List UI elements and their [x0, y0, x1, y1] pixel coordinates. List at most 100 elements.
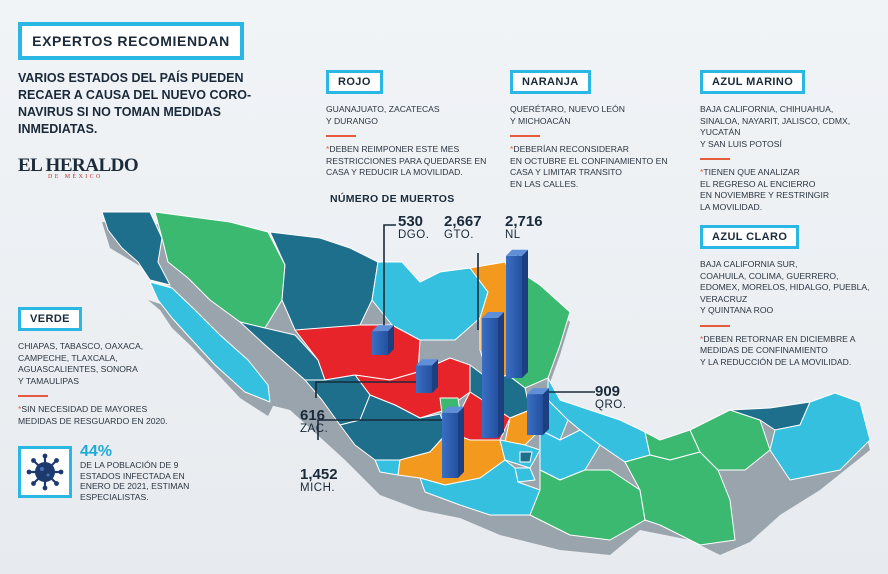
bar-side: [498, 311, 504, 438]
deaths-title: NÚMERO DE MUERTOS: [330, 193, 455, 205]
bar-top: [442, 406, 464, 413]
bar-front: [372, 331, 388, 355]
death-value: 616: [300, 407, 326, 424]
virus-icon-box: [18, 446, 72, 498]
category-verde-note: *SIN NECESIDAD DE MAYORES MEDIDAS DE RES…: [18, 404, 188, 427]
death-label-qro: 909 QRO.: [595, 384, 626, 412]
death-bar-mich: [442, 406, 464, 478]
category-rojo-note-text: DEBEN REIMPONER ESTE MES RESTRICCIONES P…: [326, 144, 487, 177]
bar-top: [416, 359, 438, 366]
stat-text: DE LA POBLACIÓN DE 9 ESTADOS INFECTADA E…: [80, 460, 190, 502]
death-state: MICH.: [300, 482, 336, 494]
death-state: GTO.: [444, 229, 474, 241]
bar-top: [482, 311, 504, 318]
death-state: QRO.: [595, 399, 627, 411]
bar-top: [506, 249, 528, 256]
death-bars: [372, 249, 549, 478]
category-naranja-note: *DEBERÍAN RECONSIDERAR EN OCTUBRE EL CON…: [510, 144, 680, 190]
bar-side: [543, 388, 549, 435]
leader-mich: [317, 419, 446, 440]
category-azul-claro-states: BAJA CALIFORNIA SUR, COAHUILA, COLIMA, G…: [700, 259, 870, 315]
header-title: EXPERTOS RECOMIENDAN: [32, 33, 230, 49]
note-marker: *: [700, 333, 704, 344]
category-azul-claro-divider: [700, 324, 730, 327]
bar-front: [527, 394, 543, 435]
bar-front: [482, 317, 498, 438]
bar-front: [506, 255, 522, 378]
note-marker: *: [326, 144, 330, 154]
logo-sub: DE MÉXICO: [48, 174, 103, 180]
category-azul-marino-note-text: TIENEN QUE ANALIZAR EL REGRESO AL ENCIER…: [700, 167, 830, 212]
death-bar-qro: [527, 388, 549, 435]
death-value: 2,667: [444, 213, 482, 230]
category-rojo-divider: [326, 135, 356, 137]
leader-zac: [315, 381, 428, 398]
leader-lines: [315, 224, 595, 440]
state-cdmx: [519, 451, 533, 463]
note-marker: *: [510, 144, 514, 154]
death-bar-zac: [416, 359, 438, 393]
death-state: NL: [505, 229, 521, 241]
category-azul-claro-label: AZUL CLARO: [700, 225, 800, 249]
state-guerrero: [419, 459, 541, 516]
bar-front: [416, 365, 432, 393]
death-value: 1,452: [300, 466, 338, 483]
category-verde-note-text: SIN NECESIDAD DE MAYORES MEDIDAS DE RESG…: [18, 404, 168, 426]
category-naranja-label: NARANJA: [510, 70, 591, 94]
category-azul-marino-states: BAJA CALIFORNIA, CHIHUAHUA, SINALOA, NAY…: [700, 104, 851, 149]
publisher-logo: EL HERALDO DE MÉXICO: [18, 155, 139, 180]
bar-side: [522, 249, 528, 378]
bar-top: [527, 388, 549, 395]
death-value: 530: [398, 213, 424, 230]
state-chiapas: [624, 451, 736, 546]
category-verde-states: CHIAPAS, TABASCO, OAXACA, CAMPECHE, TLAX…: [18, 341, 144, 386]
category-rojo: ROJO GUANAJUATO, ZACATECAS Y DURANGO *DE…: [326, 70, 491, 179]
virus-icon: [26, 453, 64, 491]
death-label-zac: 616 ZAC.: [300, 408, 328, 436]
death-bar-gto: [482, 311, 504, 438]
state-quintana-roo: [769, 392, 871, 481]
state-baja-california-sur: [149, 281, 271, 403]
category-rojo-label: ROJO: [326, 70, 383, 94]
death-value: 909: [595, 383, 621, 400]
category-verde: VERDE CHIAPAS, TABASCO, OAXACA, CAMPECHE…: [18, 307, 188, 427]
category-naranja: NARANJA QUERÉTARO, NUEVO LEÓN Y MICHOACÁ…: [510, 70, 680, 190]
death-bar-dgo: [372, 325, 394, 355]
death-state: ZAC.: [300, 423, 329, 435]
category-naranja-divider: [510, 135, 540, 137]
bar-top: [372, 325, 394, 332]
death-label-nl: 2,716 NL: [505, 214, 543, 242]
category-azul-marino-divider: [700, 158, 730, 160]
category-verde-divider: [18, 395, 48, 397]
category-azul-claro-note-text: DEBEN RETORNAR EN DICIEMBRE A MEDIDAS DE…: [700, 333, 856, 367]
death-label-dgo: 530 DGO.: [398, 214, 429, 242]
category-rojo-note: *DEBEN REIMPONER ESTE MES RESTRICCIONES …: [326, 144, 491, 179]
death-bar-nl: [506, 249, 528, 378]
logo-main: EL HERALDO: [18, 155, 139, 176]
category-azul-marino-label: AZUL MARINO: [700, 70, 806, 94]
note-marker: *: [18, 404, 22, 414]
death-value: 2,716: [505, 213, 543, 230]
death-label-gto: 2,667 GTO.: [444, 214, 482, 242]
bar-side: [458, 406, 464, 478]
category-verde-label: VERDE: [18, 307, 82, 331]
intro-text: VARIOS ESTADOS DEL PAÍS PUEDEN RECAER A …: [18, 71, 252, 136]
category-azul-marino-note: *TIENEN QUE ANALIZAR EL REGRESO AL ENCIE…: [700, 167, 880, 213]
leader-dgo: [383, 224, 396, 343]
death-state: DGO.: [398, 229, 430, 241]
category-naranja-states: QUERÉTARO, NUEVO LEÓN Y MICHOACÁN: [510, 104, 625, 126]
bar-front: [442, 412, 458, 478]
category-azul-claro-note: *DEBEN RETORNAR EN DICIEMBRE A MEDIDAS D…: [700, 334, 880, 369]
state-baja-california: [101, 211, 171, 286]
bar-side: [432, 359, 438, 393]
bar-side: [388, 325, 394, 355]
header-badge: EXPERTOS RECOMIENDAN: [18, 22, 244, 60]
death-label-mich: 1,452 MICH.: [300, 467, 338, 495]
category-azul-claro: AZUL CLARO BAJA CALIFORNIA SUR, COAHUILA…: [700, 225, 880, 368]
category-naranja-note-text: DEBERÍAN RECONSIDERAR EN OCTUBRE EL CONF…: [510, 144, 668, 189]
note-marker: *: [700, 167, 704, 177]
category-rojo-states: GUANAJUATO, ZACATECAS Y DURANGO: [326, 104, 440, 126]
stat-value: 44%: [80, 443, 113, 460]
category-azul-marino: AZUL MARINO BAJA CALIFORNIA, CHIHUAHUA, …: [700, 70, 880, 213]
